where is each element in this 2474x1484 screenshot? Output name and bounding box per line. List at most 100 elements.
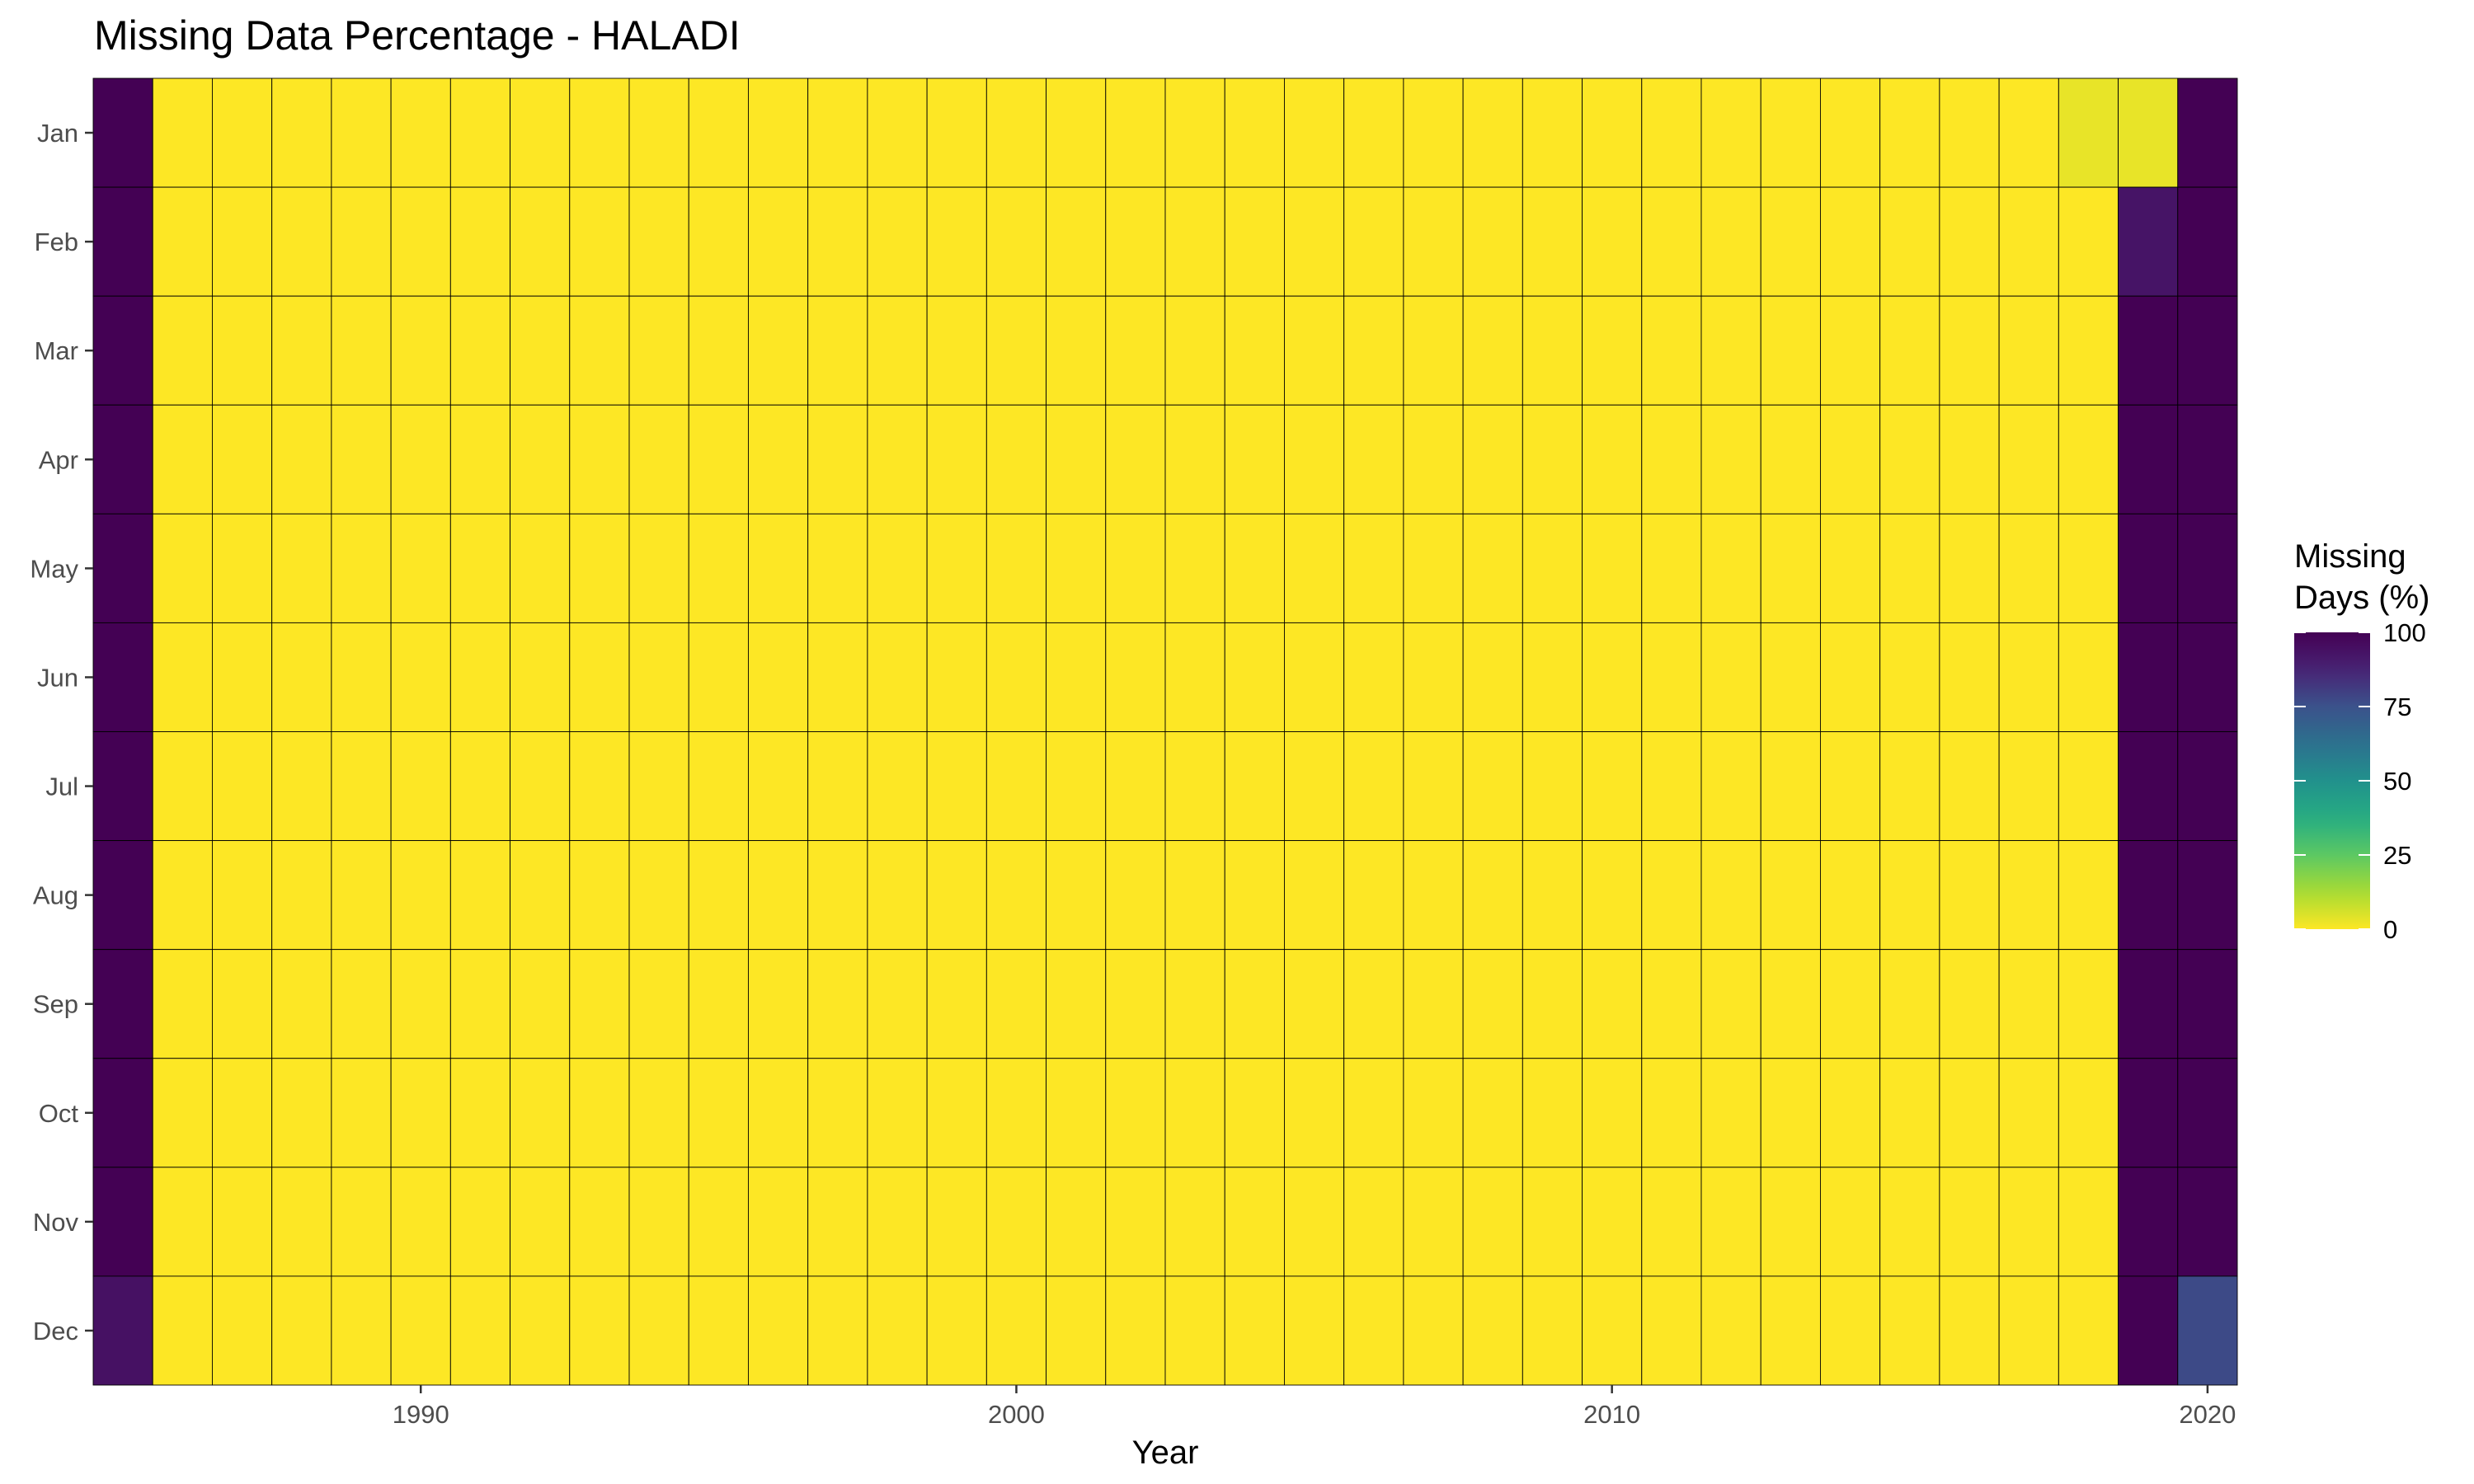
heatmap-cell-1985-feb (92, 186, 153, 297)
heatmap-cell-1986-may (152, 513, 213, 623)
heatmap-cell-2002-jun (1105, 622, 1166, 732)
heatmap-cell-1989-aug (331, 840, 392, 951)
heatmap-cell-1985-sep (92, 949, 153, 1059)
heatmap-cell-2016-jan (1939, 77, 2000, 188)
heatmap-cell-2010-jun (1582, 622, 1643, 732)
heatmap-cell-1999-jan (926, 77, 987, 188)
heatmap-cell-2004-oct (1224, 1058, 1285, 1168)
heatmap-cell-2012-jun (1700, 622, 1761, 732)
heatmap-cell-1988-sep (271, 949, 332, 1059)
heatmap-cell-2006-jul (1343, 731, 1404, 842)
heatmap-cell-2012-nov (1700, 1167, 1761, 1277)
heatmap-cell-1994-dec (628, 1275, 689, 1386)
heatmap-cell-2020-may (2177, 513, 2238, 623)
heatmap-cell-2016-jul (1939, 731, 2000, 842)
heatmap-cell-2014-mar (1819, 295, 1881, 406)
heatmap-cell-1992-oct (510, 1058, 571, 1168)
heatmap-cell-2008-feb (1462, 186, 1523, 297)
heatmap-cell-2019-jun (2118, 622, 2179, 732)
heatmap-cell-2011-feb (1641, 186, 1702, 297)
heatmap-cell-2010-jan (1582, 77, 1643, 188)
heatmap-cell-2013-dec (1760, 1275, 1821, 1386)
heatmap-cell-1995-jan (688, 77, 749, 188)
heatmap-cell-2013-apr (1760, 404, 1821, 514)
x-tick-label-2010: 2010 (1583, 1400, 1640, 1429)
heatmap-cell-2000-nov (985, 1167, 1047, 1277)
heatmap-cell-1990-feb (390, 186, 451, 297)
heatmap-cell-2014-nov (1819, 1167, 1881, 1277)
heatmap-cell-2006-sep (1343, 949, 1404, 1059)
heatmap-cell-1999-feb (926, 186, 987, 297)
y-axis: Jan Feb Mar Apr May Jun Jul Aug Sep Oct Nov Dec (30, 119, 93, 1345)
heatmap-cell-2000-jan (985, 77, 1047, 188)
heatmap-cell-2010-mar (1582, 295, 1643, 406)
heatmap-cell-1985-jul (92, 731, 153, 842)
heatmap-cell-2003-sep (1164, 949, 1225, 1059)
heatmap-cell-2014-jul (1819, 731, 1881, 842)
heatmap-cell-1995-oct (688, 1058, 749, 1168)
heatmap-cell-2007-sep (1403, 949, 1464, 1059)
heatmap-cell-1988-feb (271, 186, 332, 297)
heatmap-cell-1994-feb (628, 186, 689, 297)
heatmap-cell-2018-sep (2058, 949, 2119, 1059)
heatmap-cell-2000-jul (985, 731, 1047, 842)
heatmap-cell-2019-dec (2118, 1275, 2179, 1386)
heatmap-cell-2013-jul (1760, 731, 1821, 842)
heatmap-cell-1992-jul (510, 731, 571, 842)
heatmap-cell-1999-aug (926, 840, 987, 951)
heatmap-cell-2003-mar (1164, 295, 1225, 406)
heatmap-cell-1993-mar (569, 295, 630, 406)
heatmap-cell-2002-dec (1105, 1275, 1166, 1386)
heatmap-cell-2009-jul (1522, 731, 1583, 842)
heatmap-cell-2008-jul (1462, 731, 1523, 842)
heatmap-cell-1996-nov (747, 1167, 809, 1277)
heatmap-cell-1989-jul (331, 731, 392, 842)
colorbar-ticks: 0 25 50 75 100 (2294, 618, 2426, 944)
heatmap-cell-1994-mar (628, 295, 689, 406)
x-tick-label-1990: 1990 (393, 1400, 449, 1429)
heatmap-cell-1995-apr (688, 404, 749, 514)
heatmap-cell-2002-aug (1105, 840, 1166, 951)
heatmap-cell-1993-nov (569, 1167, 630, 1277)
heatmap-cell-1986-feb (152, 186, 213, 297)
heatmap-cell-2006-feb (1343, 186, 1404, 297)
heatmap-cell-2010-feb (1582, 186, 1643, 297)
heatmap-cell-2000-jun (985, 622, 1047, 732)
heatmap-cell-1985-jan (92, 77, 153, 188)
heatmap-cell-1997-feb (807, 186, 868, 297)
heatmap-cell-1999-oct (926, 1058, 987, 1168)
heatmap-cell-1995-feb (688, 186, 749, 297)
heatmap-cell-2019-jan (2118, 77, 2179, 188)
heatmap-cell-2003-feb (1164, 186, 1225, 297)
heatmap-cell-2019-may (2118, 513, 2179, 623)
heatmap-cell-1998-feb (867, 186, 928, 297)
heatmap-cell-2001-jul (1046, 731, 1107, 842)
heatmap-cell-2002-jul (1105, 731, 1166, 842)
heatmap-cell-2013-may (1760, 513, 1821, 623)
heatmap-cell-2019-mar (2118, 295, 2179, 406)
heatmap-cell-2015-may (1879, 513, 1940, 623)
heatmap-cell-2002-sep (1105, 949, 1166, 1059)
heatmap-cell-1998-apr (867, 404, 928, 514)
heatmap-cell-1997-aug (807, 840, 868, 951)
heatmap-cell-1998-may (867, 513, 928, 623)
heatmap-cell-1989-apr (331, 404, 392, 514)
heatmap-cell-2017-nov (1998, 1167, 2059, 1277)
heatmap-cell-1987-nov (211, 1167, 273, 1277)
heatmap-cell-1998-aug (867, 840, 928, 951)
heatmap-cell-2007-may (1403, 513, 1464, 623)
heatmap-cell-2017-aug (1998, 840, 2059, 951)
heatmap-cell-2003-jun (1164, 622, 1225, 732)
heatmap-cell-1992-may (510, 513, 571, 623)
heatmap-cell-2009-sep (1522, 949, 1583, 1059)
heatmap-cell-2007-dec (1403, 1275, 1464, 1386)
heatmap-cell-2018-apr (2058, 404, 2119, 514)
heatmap-cell-2001-oct (1046, 1058, 1107, 1168)
heatmap-cell-2016-aug (1939, 840, 2000, 951)
heatmap-cell-2013-mar (1760, 295, 1821, 406)
heatmap-cell-1991-mar (449, 295, 511, 406)
heatmap-cell-1985-apr (92, 404, 153, 514)
heatmap-cell-1990-oct (390, 1058, 451, 1168)
heatmap-cell-2009-dec (1522, 1275, 1583, 1386)
heatmap-cell-2006-apr (1343, 404, 1404, 514)
